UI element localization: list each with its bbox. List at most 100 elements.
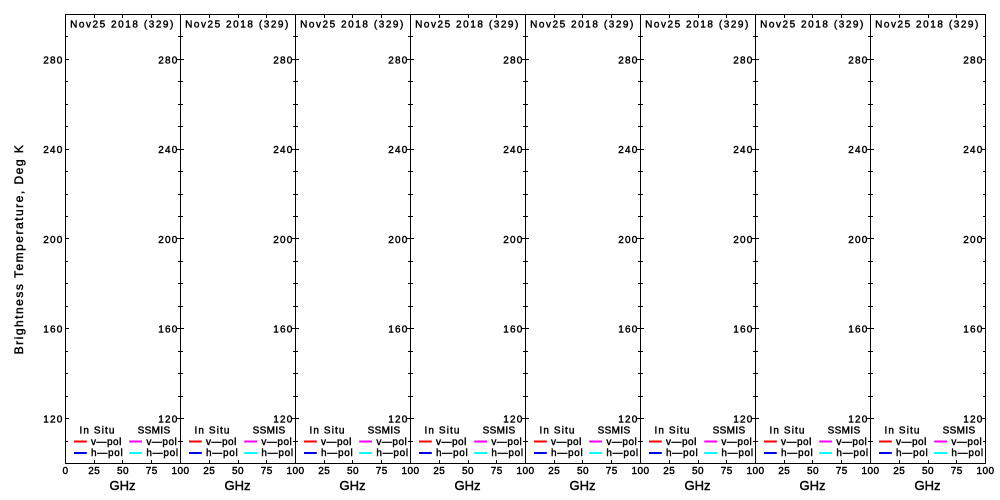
svg-text:100: 100 (172, 466, 190, 477)
svg-text:160: 160 (388, 325, 408, 336)
svg-text:120: 120 (158, 415, 178, 426)
svg-text:GHz: GHz (340, 478, 366, 493)
svg-text:h—pol: h—pol (896, 448, 928, 459)
svg-text:v—pol: v—pol (951, 437, 982, 448)
svg-text:240: 240 (963, 145, 983, 156)
svg-text:200: 200 (618, 235, 638, 246)
svg-text:75: 75 (491, 466, 503, 477)
svg-text:75: 75 (376, 466, 388, 477)
svg-text:160: 160 (43, 325, 63, 336)
svg-text:h—pol: h—pol (91, 448, 123, 459)
svg-text:GHz: GHz (110, 478, 136, 493)
svg-text:50: 50 (922, 466, 934, 477)
svg-text:h—pol: h—pol (836, 448, 868, 459)
svg-text:75: 75 (951, 466, 963, 477)
svg-text:25: 25 (203, 466, 215, 477)
svg-text:75: 75 (146, 466, 158, 477)
svg-text:50: 50 (692, 466, 704, 477)
svg-text:120: 120 (618, 415, 638, 426)
svg-text:280: 280 (158, 55, 178, 66)
svg-text:50: 50 (807, 466, 819, 477)
svg-text:h—pol: h—pol (146, 448, 178, 459)
svg-text:v—pol: v—pol (781, 437, 812, 448)
svg-text:25: 25 (548, 466, 560, 477)
svg-text:0: 0 (63, 466, 69, 477)
svg-text:h—pol: h—pol (261, 448, 293, 459)
svg-text:h—pol: h—pol (436, 448, 468, 459)
svg-text:SSMIS: SSMIS (253, 426, 286, 437)
svg-text:280: 280 (43, 55, 63, 66)
svg-text:SSMIS: SSMIS (713, 426, 746, 437)
svg-text:200: 200 (158, 235, 178, 246)
svg-text:120: 120 (388, 415, 408, 426)
svg-text:v—pol: v—pol (436, 437, 467, 448)
svg-text:v—pol: v—pol (91, 437, 122, 448)
svg-text:100: 100 (402, 466, 420, 477)
svg-text:100: 100 (977, 466, 995, 477)
svg-text:GHz: GHz (800, 478, 826, 493)
svg-text:240: 240 (43, 145, 63, 156)
svg-text:120: 120 (503, 415, 523, 426)
svg-text:120: 120 (963, 415, 983, 426)
svg-text:Nov25 2018 (329): Nov25 2018 (329) (760, 20, 865, 31)
svg-text:h—pol: h—pol (781, 448, 813, 459)
svg-text:GHz: GHz (915, 478, 941, 493)
svg-text:120: 120 (273, 415, 293, 426)
svg-text:75: 75 (261, 466, 273, 477)
svg-text:h—pol: h—pol (606, 448, 638, 459)
svg-text:v—pol: v—pol (606, 437, 637, 448)
svg-text:v—pol: v—pol (666, 437, 697, 448)
svg-text:50: 50 (462, 466, 474, 477)
svg-text:160: 160 (733, 325, 753, 336)
svg-text:SSMIS: SSMIS (138, 426, 171, 437)
svg-text:SSMIS: SSMIS (828, 426, 861, 437)
svg-text:75: 75 (606, 466, 618, 477)
svg-text:Nov25 2018 (329): Nov25 2018 (329) (70, 20, 175, 31)
svg-text:200: 200 (273, 235, 293, 246)
svg-text:25: 25 (663, 466, 675, 477)
svg-text:240: 240 (503, 145, 523, 156)
svg-text:v—pol: v—pol (376, 437, 407, 448)
svg-text:120: 120 (848, 415, 868, 426)
svg-text:In Situ: In Situ (310, 426, 346, 437)
svg-text:h—pol: h—pol (491, 448, 523, 459)
svg-text:200: 200 (388, 235, 408, 246)
svg-text:25: 25 (433, 466, 445, 477)
svg-text:200: 200 (733, 235, 753, 246)
svg-text:200: 200 (43, 235, 63, 246)
svg-text:Nov25 2018 (329): Nov25 2018 (329) (875, 20, 980, 31)
svg-text:240: 240 (158, 145, 178, 156)
svg-text:160: 160 (618, 325, 638, 336)
svg-text:v—pol: v—pol (321, 437, 352, 448)
svg-text:In Situ: In Situ (770, 426, 806, 437)
svg-text:240: 240 (618, 145, 638, 156)
svg-text:100: 100 (747, 466, 765, 477)
svg-text:v—pol: v—pol (146, 437, 177, 448)
svg-text:SSMIS: SSMIS (368, 426, 401, 437)
svg-text:In Situ: In Situ (540, 426, 576, 437)
svg-text:In Situ: In Situ (195, 426, 231, 437)
svg-text:SSMIS: SSMIS (943, 426, 976, 437)
svg-text:v—pol: v—pol (836, 437, 867, 448)
svg-text:240: 240 (388, 145, 408, 156)
svg-text:100: 100 (517, 466, 535, 477)
svg-text:100: 100 (287, 466, 305, 477)
svg-text:v—pol: v—pol (206, 437, 237, 448)
svg-text:280: 280 (618, 55, 638, 66)
svg-text:Nov25 2018 (329): Nov25 2018 (329) (300, 20, 405, 31)
svg-text:h—pol: h—pol (951, 448, 983, 459)
svg-text:160: 160 (848, 325, 868, 336)
svg-text:h—pol: h—pol (666, 448, 698, 459)
svg-text:In Situ: In Situ (80, 426, 116, 437)
svg-text:h—pol: h—pol (206, 448, 238, 459)
svg-text:GHz: GHz (570, 478, 596, 493)
svg-text:In Situ: In Situ (425, 426, 461, 437)
svg-text:GHz: GHz (455, 478, 481, 493)
svg-text:50: 50 (232, 466, 244, 477)
svg-text:v—pol: v—pol (551, 437, 582, 448)
svg-text:25: 25 (318, 466, 330, 477)
svg-text:In Situ: In Situ (655, 426, 691, 437)
svg-text:Nov25 2018 (329): Nov25 2018 (329) (645, 20, 750, 31)
svg-text:75: 75 (721, 466, 733, 477)
svg-text:v—pol: v—pol (896, 437, 927, 448)
